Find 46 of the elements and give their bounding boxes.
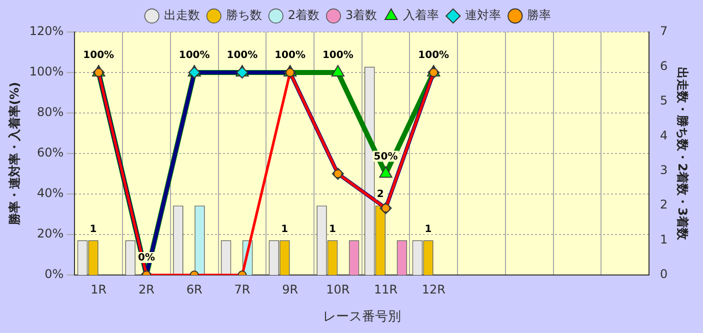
y-tick-label: 20% [37, 226, 64, 241]
y2-tick-label: 4 [660, 128, 668, 142]
legend-label: 2着数 [288, 8, 320, 22]
data-label: 100% [83, 50, 114, 62]
legend-label: 勝ち数 [226, 8, 262, 22]
y2-tick-label: 7 [660, 24, 668, 38]
y2-tick-label: 2 [660, 198, 668, 212]
data-label: 1 [424, 224, 432, 235]
x-tick-label: 7R [234, 282, 250, 296]
legend-label: 出走数 [164, 8, 200, 22]
legend-label: 連対率 [465, 8, 502, 22]
x-tick-label: 6R [186, 282, 202, 296]
data-label: 1 [281, 224, 288, 235]
y2-tick-label: 5 [660, 94, 668, 108]
data-label: 100% [178, 50, 210, 62]
y-tick-label: 120% [29, 24, 64, 38]
legend-label: 入着率 [403, 8, 440, 22]
y-axis-title: 勝率・連対率・入着率(%) [7, 82, 22, 226]
y-tick-label: 60% [37, 146, 64, 160]
data-label: 0% [138, 252, 155, 264]
x-tick-label: 12R [422, 282, 446, 296]
x-tick-label: 2R [138, 282, 154, 296]
data-label: 100% [226, 50, 258, 62]
y2-tick-label: 6 [660, 58, 668, 73]
x-axis-title: レース番号別 [322, 310, 401, 325]
y-tick-label: 80% [37, 105, 64, 120]
data-label: 2 [376, 189, 384, 200]
y-tick-label: 40% [37, 186, 64, 200]
x-tick-label: 9R [282, 282, 298, 296]
x-tick-label: 10R [326, 282, 350, 296]
legend-label: 3着数 [346, 8, 378, 22]
x-tick-label: 11R [374, 282, 398, 296]
data-label: 50% [374, 151, 398, 162]
y2-tick-label: 1 [660, 232, 668, 246]
y2-tick-label: 3 [660, 162, 668, 177]
data-label: 100% [322, 50, 354, 62]
legend-label: 勝率 [527, 8, 552, 22]
data-label: 100% [274, 50, 306, 62]
data-label: 100% [418, 50, 450, 62]
y2-axis-title: 出走数・勝ち数・2着数・3着数 [676, 67, 690, 241]
data-label: 1 [90, 224, 97, 235]
y2-tick-label: 0 [660, 267, 668, 282]
x-tick-label: 1R [90, 282, 107, 296]
y-tick-label: 0% [44, 267, 64, 282]
y-tick-label: 100% [29, 64, 64, 79]
data-label: 1 [329, 224, 336, 235]
